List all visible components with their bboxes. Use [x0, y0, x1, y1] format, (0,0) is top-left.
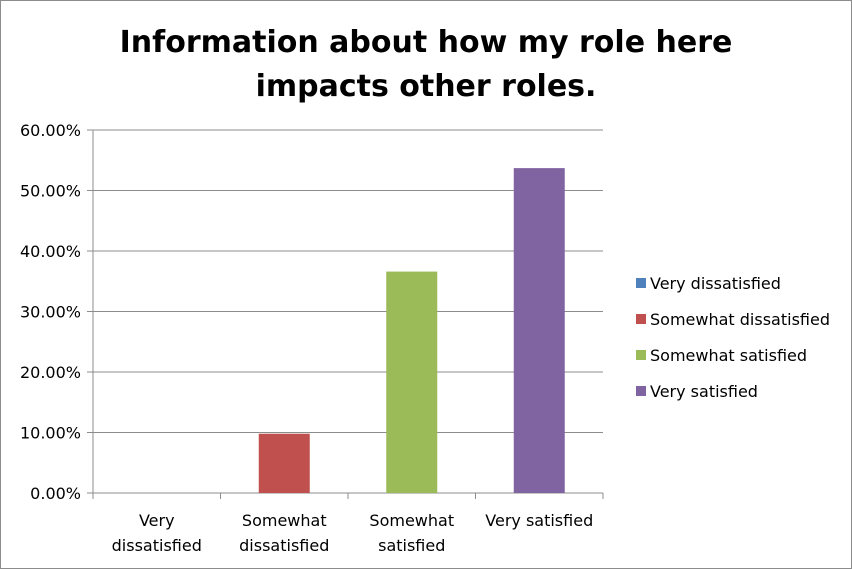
bar-1	[258, 433, 310, 493]
y-tick-label-3: 30.00%	[20, 303, 81, 322]
bar-2	[386, 271, 438, 493]
x-category-label-3-line-0: Very satisfied	[485, 511, 593, 530]
legend-swatch-3	[636, 386, 646, 396]
x-category-label-1-line-0: Somewhat	[242, 511, 327, 530]
y-tick-label-6: 60.00%	[20, 121, 81, 140]
chart-title: Information about how my role here impac…	[41, 21, 811, 109]
y-tick-label-2: 20.00%	[20, 363, 81, 382]
legend-swatch-1	[636, 314, 646, 324]
bar-3	[513, 168, 565, 494]
y-tick-label-1: 10.00%	[20, 424, 81, 443]
legend-label-2: Somewhat satisfied	[650, 346, 807, 365]
chart-title-line-2: impacts other roles.	[255, 69, 597, 104]
legend-label-3: Very satisfied	[650, 382, 758, 401]
y-tick-label-4: 40.00%	[20, 242, 81, 261]
x-category-label-0-line-0: Very	[139, 511, 175, 530]
x-category-label-0-line-1: dissatisfied	[112, 536, 202, 555]
x-category-label-2-line-0: Somewhat	[369, 511, 454, 530]
legend-swatch-2	[636, 350, 646, 360]
legend-label-0: Very dissatisfied	[650, 274, 781, 293]
chart-title-line-1: Information about how my role here	[119, 25, 733, 60]
legend-swatch-0	[636, 278, 646, 288]
legend-label-1: Somewhat dissatisfied	[650, 310, 830, 329]
y-tick-label-5: 50.00%	[20, 182, 81, 201]
x-category-label-1-line-1: dissatisfied	[239, 536, 329, 555]
x-category-label-2-line-1: satisfied	[378, 536, 445, 555]
y-tick-label-0: 0.00%	[30, 484, 81, 503]
